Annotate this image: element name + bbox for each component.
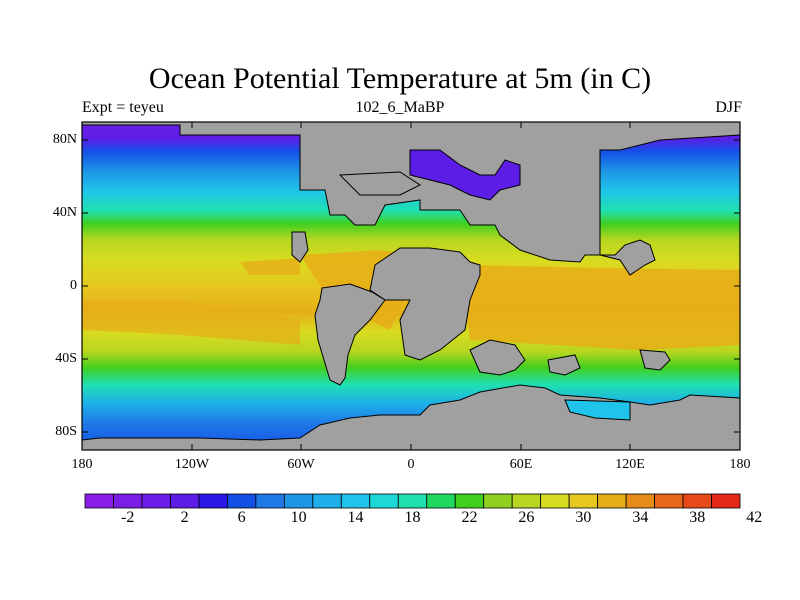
lon-label-180w: 180 [71,457,93,472]
colorbar-cell [198,493,228,509]
colorbar-cell [654,493,684,509]
lat-label-0: 0 [70,278,77,293]
arctic-inland-sea [409,149,521,201]
lon-label-60w: 60W [287,457,315,472]
colorbar-cell [255,493,285,509]
lon-label-120w: 120W [174,457,210,472]
southern-seaway [564,399,631,421]
season-label: DJF [715,99,742,116]
africa-land [369,247,481,361]
northern-continents [81,121,741,263]
colorbar-cell [711,493,741,509]
experiment-label: Expt = teyeu [82,99,164,116]
lon-label-0: 0 [407,457,415,472]
north-atlantic-land [338,171,422,196]
colorbar-label: 10 [290,509,307,526]
lat-label-80s: 80S [55,424,77,439]
south-america-land [314,283,386,386]
southeast-asia-land [599,239,656,276]
small-southern-land [547,354,581,376]
central-america-land [291,231,309,263]
lat-label-80n: 80N [52,132,77,147]
lon-label-120e: 120E [615,457,645,472]
colorbar-cell [340,493,371,509]
colorbar-cell [540,493,570,509]
warm-patch-region [240,258,300,275]
colorbar-cell [426,493,456,509]
warm-pool-region [82,300,300,345]
colorbar-label: 26 [518,509,535,526]
colorbar-label: 6 [237,509,246,526]
lat-label-40n: 40N [52,205,77,220]
lon-label-180e: 180 [729,457,751,472]
colorbar-label: 22 [461,509,478,526]
colorbar-label: 14 [347,509,364,526]
colorbar-label: -2 [121,509,135,526]
colorbar-cell [283,493,314,509]
colorbar-cell [113,493,143,509]
time-period-label: 102_6_MaBP [355,99,445,116]
australia-land [639,349,671,371]
colorbar-cell [483,493,513,509]
colorbar-cell [397,493,428,509]
colorbar-cell [568,493,599,509]
colorbar-cell [170,493,200,509]
colorbar-cell [625,493,655,509]
colorbar-label: 2 [180,509,189,526]
colorbar-cell [597,493,627,509]
colorbar-cell [682,493,712,509]
indian-ocean-landmass [469,339,526,376]
colorbar-cell [369,493,399,509]
colorbar-cell [141,493,171,509]
colorbar-label: 42 [746,509,763,526]
map-title: Ocean Potential Temperature at 5m (in C) [148,62,652,95]
colorbar-cell [511,493,542,509]
lat-label-40s: 40S [55,351,77,366]
colorbar-label: 38 [689,509,706,526]
land-masses [81,121,741,451]
colorbar-label: 34 [632,509,649,526]
colorbar-label: 30 [575,509,592,526]
axis-ticks [82,122,740,450]
colorbar-label: 18 [404,509,421,526]
colorbar-cell [454,493,485,509]
colorbar-cell [312,493,342,509]
colorbar-cell [226,493,257,509]
colorbar [84,493,741,509]
colorbar-cell [84,493,114,509]
lon-label-60e: 60E [509,457,533,472]
